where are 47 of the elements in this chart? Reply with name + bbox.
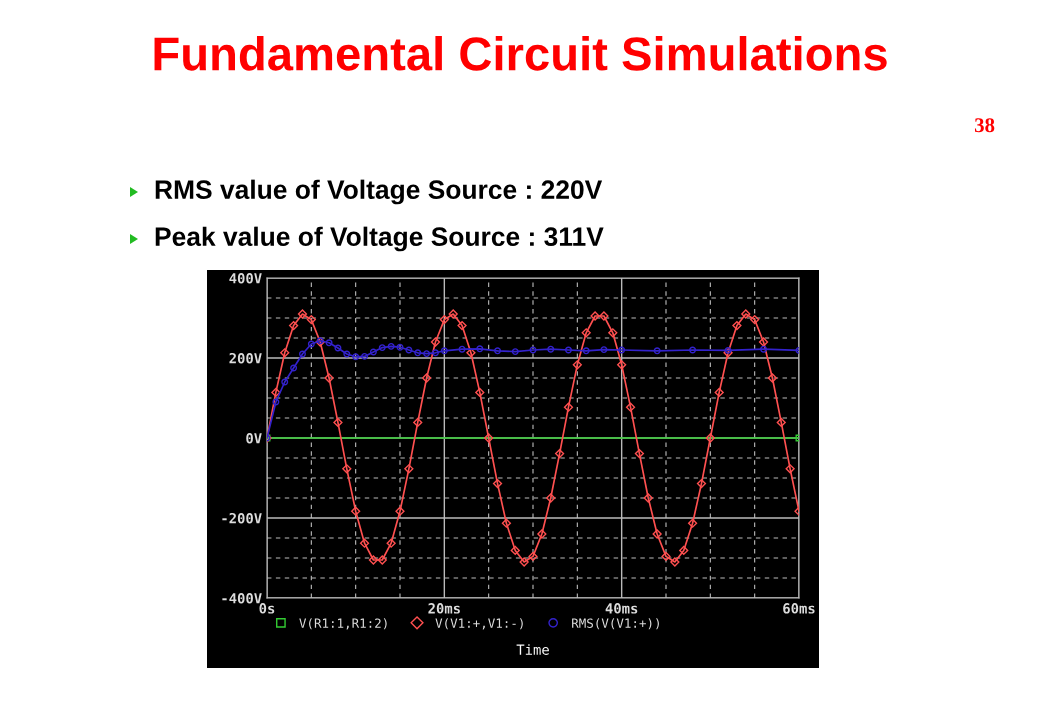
point — [423, 350, 431, 358]
point — [547, 345, 555, 353]
point — [689, 346, 697, 354]
point — [387, 342, 395, 350]
point — [405, 346, 413, 354]
point — [600, 346, 608, 354]
point — [582, 347, 590, 355]
x-tick-label: 60ms — [783, 603, 815, 614]
point — [298, 350, 306, 358]
point — [511, 348, 519, 356]
text: 38 — [974, 118, 995, 133]
point — [290, 364, 298, 372]
text: RMS value of Voltage Source : 220V — [155, 179, 603, 205]
legend-label: RMS(V(V1:+)) — [572, 618, 659, 630]
x-tick-label: 0s — [259, 603, 275, 614]
point — [414, 349, 422, 357]
chart-title: Fundamental Circuit Simulations — [154, 35, 887, 71]
point — [476, 345, 484, 353]
point — [369, 348, 377, 356]
point — [653, 347, 661, 355]
point — [724, 346, 732, 354]
x-axis-title: Time — [516, 644, 549, 655]
point — [281, 378, 289, 386]
text: Peak value of Voltage Source : 311V — [155, 226, 604, 252]
y-tick-label: 200V — [229, 352, 262, 364]
point — [396, 343, 404, 351]
y-tick-label: 400V — [229, 272, 262, 284]
point — [564, 346, 572, 354]
legend-label: V(R1:1,R1:2) — [299, 618, 387, 630]
point — [494, 347, 502, 355]
x-tick-label: 20ms — [428, 603, 460, 614]
y-tick-label: 0V — [246, 432, 262, 444]
point — [378, 344, 386, 352]
legend-label: V(V1:+,V1:-) — [435, 618, 523, 630]
point — [361, 352, 369, 360]
point — [618, 346, 626, 354]
point — [343, 350, 351, 358]
y-tick-label: -200V — [222, 512, 262, 524]
point — [760, 345, 768, 353]
point — [307, 340, 315, 348]
line-series — [267, 337, 799, 442]
point — [431, 349, 439, 357]
point — [272, 398, 280, 406]
point — [440, 347, 448, 355]
y-tick-label: -400V — [222, 592, 262, 604]
point — [352, 353, 360, 361]
x-tick-label: 40ms — [605, 603, 638, 614]
